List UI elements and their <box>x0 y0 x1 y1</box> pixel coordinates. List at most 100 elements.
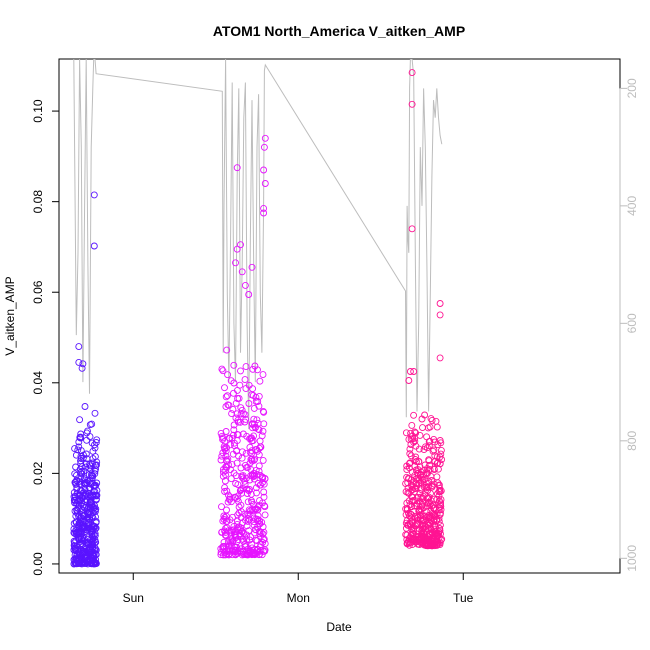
data-point <box>255 402 263 410</box>
data-point <box>246 486 254 493</box>
data-point <box>220 512 228 520</box>
data-point <box>91 502 98 510</box>
data-point <box>217 548 225 556</box>
y-tick-label: 0.08 <box>31 190 45 214</box>
data-point <box>75 443 83 451</box>
data-point <box>76 465 84 473</box>
data-point <box>259 456 267 464</box>
y-axis-label: V_aitken_AMP <box>3 276 17 355</box>
data-point <box>226 434 234 442</box>
data-point <box>415 445 423 453</box>
data-point <box>86 421 94 429</box>
data-point <box>82 450 90 458</box>
data-point <box>419 424 426 432</box>
data-point <box>71 499 79 507</box>
data-point <box>248 506 256 513</box>
data-point <box>79 494 87 501</box>
data-point <box>237 464 245 472</box>
data-point <box>221 549 228 557</box>
data-point <box>406 368 414 375</box>
data-point <box>237 501 245 509</box>
data-point <box>218 432 226 440</box>
data-point <box>261 502 268 510</box>
data-point <box>249 437 257 445</box>
data-point <box>260 166 268 174</box>
data-point <box>411 456 419 463</box>
data-point <box>74 546 82 553</box>
data-point <box>426 501 434 509</box>
data-point <box>242 363 250 371</box>
data-point <box>417 470 425 478</box>
data-point <box>402 480 410 488</box>
data-point <box>435 514 443 522</box>
data-point <box>250 415 258 423</box>
data-point <box>408 225 416 233</box>
data-point <box>219 367 227 375</box>
data-point <box>90 522 98 530</box>
data-point <box>71 551 79 559</box>
data-point <box>223 444 231 452</box>
y-tick-label: 0.02 <box>31 461 45 485</box>
data-point <box>218 365 226 373</box>
y-tick-label: 0.04 <box>31 371 45 395</box>
data-point <box>221 484 229 492</box>
data-point <box>230 389 237 397</box>
data-point <box>74 559 82 567</box>
secondary-line <box>73 59 443 430</box>
data-point <box>77 546 84 554</box>
data-point <box>433 423 441 431</box>
data-point <box>234 481 242 489</box>
data-point <box>433 510 441 518</box>
data-point <box>421 535 429 543</box>
data-point <box>260 143 268 151</box>
data-point <box>78 494 86 502</box>
data-point <box>233 437 241 445</box>
x-tick-label: Tue <box>453 591 474 605</box>
data-point <box>403 499 411 507</box>
data-point <box>228 461 236 469</box>
data-point <box>416 431 424 439</box>
data-point <box>237 241 244 249</box>
y2-tick-label: 200 <box>625 78 639 98</box>
data-point <box>222 452 230 460</box>
data-point <box>224 491 232 499</box>
data-point <box>408 476 415 484</box>
data-point <box>227 475 235 483</box>
data-point <box>252 515 260 523</box>
data-point <box>85 544 93 551</box>
data-point <box>237 404 245 412</box>
data-point <box>257 529 265 536</box>
data-point <box>425 514 433 522</box>
data-point <box>243 432 251 440</box>
data-point <box>435 504 443 512</box>
data-point <box>417 486 425 494</box>
data-point <box>217 429 225 437</box>
secondary-y-axis: 200 400 600 800 1000 <box>619 78 639 572</box>
data-point <box>223 346 231 354</box>
data-point <box>260 488 268 496</box>
data-point <box>71 507 79 515</box>
x-tick-label: Mon <box>287 591 310 605</box>
data-point <box>243 485 251 493</box>
data-point <box>90 191 98 199</box>
x-axis: Sun Mon Tue <box>123 572 474 605</box>
data-point <box>428 416 436 424</box>
data-point <box>245 291 253 298</box>
data-point <box>426 423 434 431</box>
data-point <box>219 517 227 525</box>
data-point <box>408 492 415 500</box>
data-point <box>408 503 415 510</box>
data-point <box>432 417 440 425</box>
data-point <box>92 559 100 567</box>
data-point <box>408 541 416 549</box>
data-point <box>408 69 416 77</box>
data-point <box>72 451 80 459</box>
data-point <box>252 525 259 533</box>
data-point <box>92 495 100 503</box>
data-point <box>246 448 254 456</box>
data-point <box>221 445 229 453</box>
data-point <box>230 426 238 434</box>
data-point <box>252 550 259 558</box>
data-point <box>430 446 438 454</box>
data-point <box>83 436 91 444</box>
